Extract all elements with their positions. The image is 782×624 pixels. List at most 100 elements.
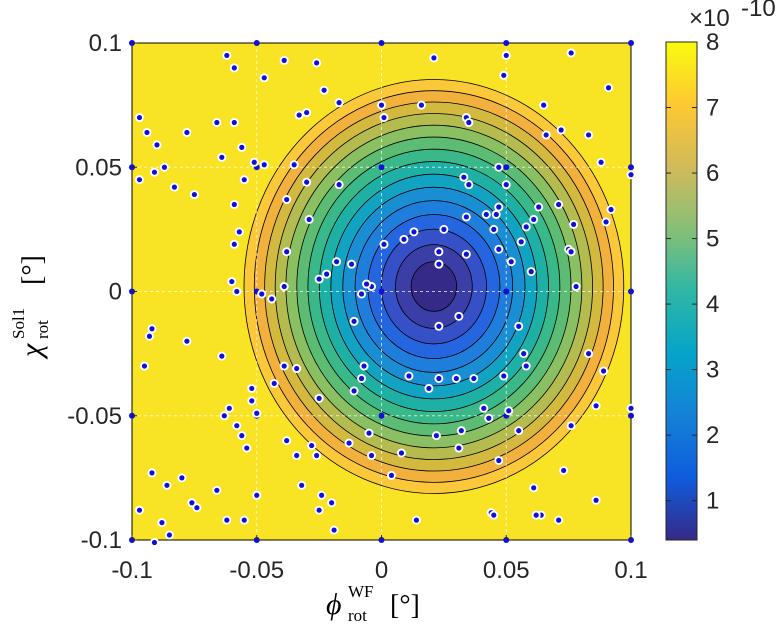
sample-point xyxy=(413,517,420,523)
grid-node-point xyxy=(503,288,510,295)
sample-point xyxy=(251,159,257,165)
colorbar-tick-label: 8 xyxy=(706,29,719,56)
sample-point xyxy=(316,395,322,401)
sample-point xyxy=(226,405,232,411)
sample-point xyxy=(543,132,549,138)
colorbar-tick-label: 3 xyxy=(706,357,719,384)
y-tick-label: 0.1 xyxy=(89,30,122,57)
y-label-symbol: χ xyxy=(15,343,48,360)
sample-point xyxy=(149,326,155,332)
sample-point xyxy=(136,177,143,183)
grid-node-point xyxy=(378,40,385,46)
sample-point xyxy=(241,177,247,183)
sample-point xyxy=(491,226,497,232)
grid-node-point xyxy=(378,412,385,419)
sample-point xyxy=(336,100,342,106)
sample-point xyxy=(481,405,487,411)
y-tick-label: 0 xyxy=(109,279,122,306)
sample-point xyxy=(249,398,255,404)
sample-point xyxy=(463,251,469,257)
sample-point xyxy=(316,276,322,282)
sample-point xyxy=(363,281,370,287)
sample-point xyxy=(136,507,143,513)
sample-markers xyxy=(129,40,636,547)
colorbar-gradient xyxy=(665,41,698,541)
sample-point xyxy=(146,333,153,339)
sample-point xyxy=(161,164,168,170)
sample-point xyxy=(261,75,267,81)
x-tick-label: 0 xyxy=(375,557,388,584)
sample-point xyxy=(333,259,340,265)
sample-point xyxy=(593,497,599,503)
sample-point xyxy=(453,375,459,382)
sample-point xyxy=(518,239,524,245)
sample-point xyxy=(351,318,357,324)
colorbar-tick-label: 5 xyxy=(706,226,719,253)
sample-point xyxy=(568,249,574,255)
sample-point xyxy=(463,214,469,220)
sample-point xyxy=(314,452,320,459)
sample-point xyxy=(456,313,462,319)
grid-node-point xyxy=(628,412,634,419)
sample-point xyxy=(506,408,512,414)
grid-node-point xyxy=(503,164,510,171)
sample-point xyxy=(261,162,267,168)
sample-point xyxy=(214,487,220,493)
sample-point xyxy=(501,72,507,78)
sample-point xyxy=(436,261,442,267)
sample-point xyxy=(348,261,355,267)
sample-point xyxy=(304,109,310,116)
sample-point xyxy=(151,539,158,546)
sample-point xyxy=(151,169,158,175)
sample-point xyxy=(496,164,502,170)
sample-point xyxy=(593,403,599,409)
sample-point xyxy=(491,512,497,518)
sample-point xyxy=(398,450,405,456)
sample-point xyxy=(154,142,160,148)
y-label-superscript: Sol1 xyxy=(9,308,28,339)
colorbar-multiplier-base: ×10 xyxy=(689,5,730,32)
sample-point xyxy=(378,102,385,108)
y-tick-label: -0.05 xyxy=(67,403,122,430)
x-axis-label: ϕ rot WF [°] xyxy=(326,582,420,624)
contour-line xyxy=(307,148,561,425)
sample-point xyxy=(605,85,612,91)
sample-point xyxy=(436,375,442,382)
sample-point xyxy=(573,283,579,290)
sample-point xyxy=(179,475,185,481)
sample-point xyxy=(406,373,412,379)
svg-text:χ: χ xyxy=(15,343,48,360)
sample-point xyxy=(361,363,367,369)
sample-point xyxy=(321,87,327,93)
colorbar-tick-label: 6 xyxy=(706,160,719,187)
svg-text:ϕ: ϕ xyxy=(326,588,342,621)
x-tick-label: -0.05 xyxy=(229,557,284,584)
sample-point xyxy=(508,259,514,265)
sample-point xyxy=(281,363,287,369)
sample-point xyxy=(600,368,607,374)
sample-point xyxy=(461,174,467,180)
contour-line xyxy=(318,161,549,412)
colorbar-tick-label: 7 xyxy=(706,95,719,122)
x-tick-label: 0.05 xyxy=(483,557,530,584)
sample-point xyxy=(254,410,260,416)
sample-point xyxy=(426,385,432,392)
sample-point xyxy=(221,413,227,419)
sample-point xyxy=(503,52,509,59)
colorbar-tick-label: 4 xyxy=(706,291,719,318)
sample-point xyxy=(533,512,539,518)
sample-point xyxy=(229,278,235,285)
sample-point xyxy=(331,527,337,533)
colorbar: 1 2 3 4 5 6 7 8 ×10 -10 xyxy=(665,0,776,541)
sample-point xyxy=(144,129,150,136)
sample-point xyxy=(598,159,604,165)
sample-point xyxy=(239,144,245,150)
sample-point xyxy=(496,246,502,252)
y-tick-label: 0.05 xyxy=(75,154,122,181)
colorbar-tick-label: 2 xyxy=(706,422,719,449)
contour-line xyxy=(330,173,538,400)
sample-point xyxy=(269,296,275,302)
sample-point xyxy=(366,430,372,436)
x-label-unit: [°] xyxy=(390,590,420,621)
